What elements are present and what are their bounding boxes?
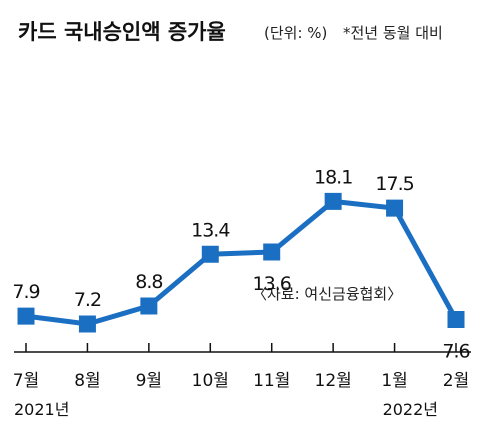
series-line-layer [25, 198, 459, 327]
x-tick-label: 1월 [381, 371, 407, 391]
x-tick-label: 11월 [253, 371, 290, 391]
marker-layer [17, 192, 465, 333]
data-point-marker [17, 307, 35, 325]
data-value-label: 7.6 [442, 341, 469, 363]
source-label: 〈자료: 여신금융협회〉 [252, 285, 402, 303]
x-tick-label: 9월 [136, 371, 162, 391]
series-line [25, 198, 459, 327]
value-label-layer: 7.9 7.2 8.8 13.4 13.6 18.1 17.5 7.6 [12, 166, 470, 363]
chart-title: 카드 국내승인액 증가율 [18, 20, 226, 44]
unit-label: (단위: %) [264, 24, 327, 42]
x-tick-label: 8월 [74, 371, 100, 391]
data-point-marker [78, 315, 96, 333]
x-axis [14, 343, 471, 353]
data-point-marker [263, 243, 281, 261]
data-value-label: 7.2 [74, 289, 101, 311]
data-value-label: 18.1 [314, 166, 352, 188]
year-label: 2022년 [383, 400, 438, 419]
x-tick-label: 10월 [192, 371, 229, 391]
data-value-label: 13.6 [253, 273, 291, 295]
year-label-layer: 2021년 2022년 [14, 400, 438, 419]
data-point-marker [324, 192, 342, 210]
data-point-marker [140, 297, 158, 315]
data-point-marker [386, 199, 404, 217]
data-value-label: 17.5 [375, 173, 413, 195]
data-point-marker [447, 311, 465, 328]
tick-label-layer: 7월 8월 9월 10월 11월 12월 1월 2월 [13, 371, 469, 391]
x-tick-label: 7월 [13, 371, 39, 391]
data-value-label: 7.9 [12, 281, 39, 303]
comparison-note: *전년 동월 대비 [343, 24, 443, 42]
year-label: 2021년 [14, 400, 69, 419]
data-value-label: 13.4 [191, 219, 230, 241]
data-value-label: 8.8 [135, 271, 162, 293]
x-tick-label: 2월 [443, 371, 469, 391]
x-tick-label: 12월 [315, 371, 352, 391]
data-point-marker [201, 245, 219, 263]
